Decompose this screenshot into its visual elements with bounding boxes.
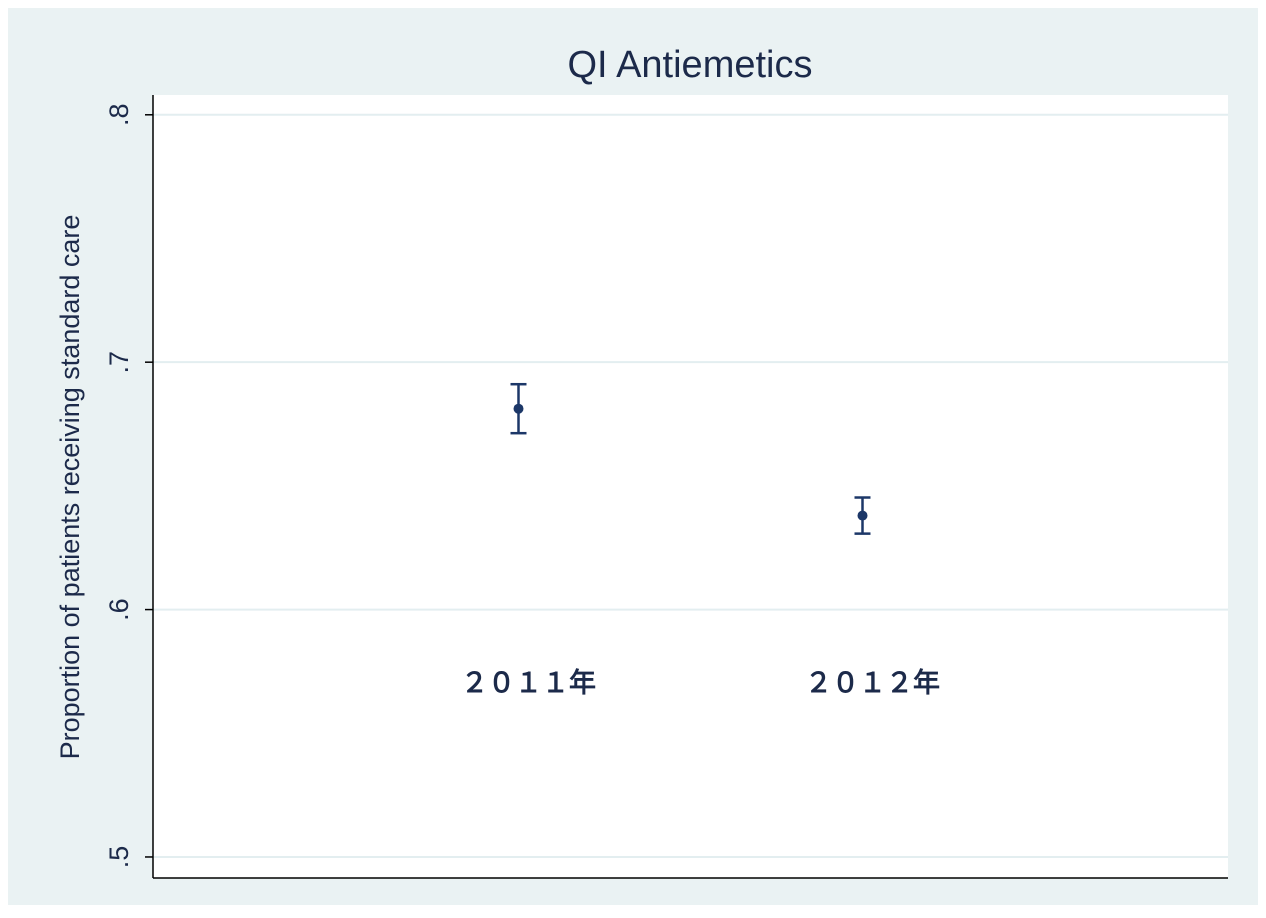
category-label: ２０１１年 <box>461 667 596 698</box>
plot-area <box>153 95 1228 878</box>
point <box>513 403 524 414</box>
y-tick-label: .7 <box>104 351 134 374</box>
chart-title: QI Antiemetics <box>568 44 813 86</box>
y-axis-label: Proportion of patients receiving standar… <box>55 215 85 760</box>
point <box>857 510 868 521</box>
y-tick-label: .8 <box>104 104 134 127</box>
y-tick-label: .5 <box>104 846 134 869</box>
y-tick-label: .6 <box>104 598 134 621</box>
category-label: ２０１２年 <box>805 667 940 698</box>
